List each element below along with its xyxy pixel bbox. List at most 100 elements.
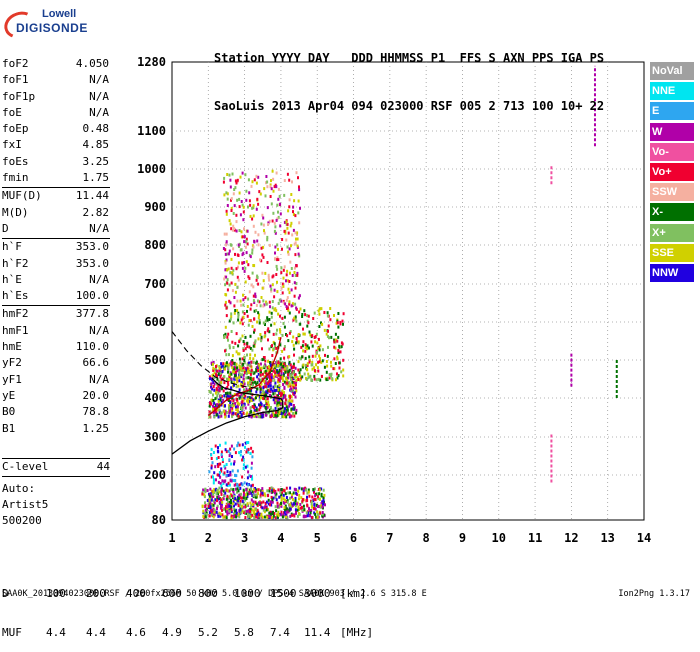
echo-point [278,386,281,390]
echo-point [302,332,305,336]
echo-point [276,290,279,294]
echo-point [240,303,243,307]
echo-point [235,405,237,409]
echo-point [220,365,223,369]
echo-point [216,405,219,409]
profile-solid-line [171,377,284,455]
echo-point [237,499,240,503]
echo-point [234,179,237,183]
echo-point [271,354,274,357]
echo-point [252,500,255,504]
echo-point [295,491,298,495]
echo-point [319,511,322,515]
echo-point [267,273,270,277]
echo-point [227,378,230,381]
echo-point [241,261,244,265]
echo-point [231,271,234,275]
echo-point [252,511,255,515]
echo-point [280,496,283,500]
echo-point [301,315,304,318]
param-row: fmin 1.75 [2,170,166,186]
echo-point [245,387,248,391]
echo-point [268,278,271,282]
echo-point [336,321,339,325]
echo-point [219,475,222,479]
y-tick-label: 80 [152,513,166,527]
echo-point [286,306,289,310]
echo-point [250,446,253,450]
echo-point [253,516,256,520]
echo-point [216,473,219,477]
muf-cell: 5.2 [198,626,218,639]
plot-frame [171,61,645,521]
echo-point [297,211,300,215]
echo-point [216,394,219,398]
param-value: 20.0 [82,388,110,402]
param-value: 110.0 [75,340,109,354]
echo-point [226,281,229,285]
echo-point [220,381,223,384]
echo-point [261,392,264,396]
echo-point [220,504,222,508]
echo-point [226,508,229,512]
param-value: 1.25 [82,421,110,435]
echo-point [243,481,246,485]
echo-point [216,463,219,466]
echo-point [288,198,291,202]
echo-point [266,235,269,239]
echo-point [255,415,258,419]
echo-point [298,371,301,374]
echo-point [234,473,236,477]
muf-cell: 5.8 [234,626,254,639]
echo-point [233,512,235,516]
x-tick-label: 11 [528,531,542,545]
echo-point [285,405,288,409]
echo-point [294,274,297,277]
echo-point [217,415,220,419]
echo-point [266,377,268,381]
echo-point [249,372,252,376]
echo-point [293,199,296,203]
echo-point [255,174,258,178]
echo-point [316,341,319,345]
echo-point [213,401,216,405]
echo-point [246,363,249,367]
echo-point [246,305,249,308]
echo-point [240,407,243,411]
echo-point [259,493,262,497]
echo-point [227,369,230,373]
echo-point [222,497,225,501]
echo-point [295,282,298,285]
echo-point [326,354,329,358]
echo-point [245,399,248,403]
echo-point [227,383,230,386]
echo-point [206,489,209,492]
echo-point [225,463,228,466]
x-tick-label: 10 [492,531,506,545]
echo-point [256,413,259,417]
param-name: MUF(D) [2,189,42,203]
echo-point [240,392,243,396]
echo-point [244,516,247,519]
echo-point [280,504,283,508]
echo-point [317,515,320,519]
echo-point [207,504,210,508]
echo-point [238,352,241,356]
echo-point [247,441,250,444]
echo-point [295,319,298,323]
echo-point [240,200,243,203]
echo-point [222,247,225,250]
echo-point [307,314,310,318]
echo-point [246,314,249,318]
echo-point [284,412,287,416]
echo-point [253,239,256,243]
echo-point [293,316,296,320]
echo-point [294,241,297,245]
echo-point [220,377,223,381]
echo-point [277,378,280,382]
echo-point [273,512,276,515]
echo-point [225,361,228,365]
echo-point [224,349,226,353]
echo-point [268,376,271,380]
echo-point [294,317,297,321]
